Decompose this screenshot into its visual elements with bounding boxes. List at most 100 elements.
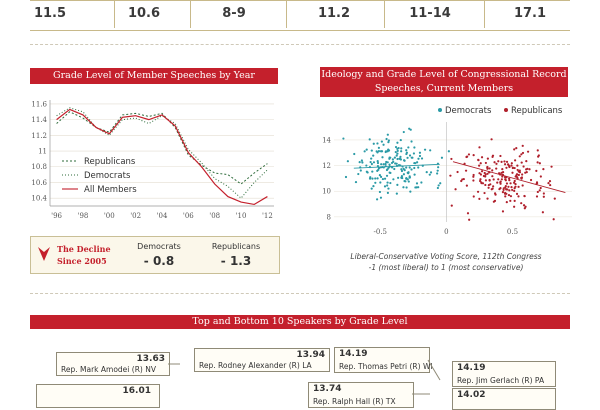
- scatter-point: [397, 176, 400, 179]
- scatter-point: [370, 149, 373, 152]
- scatter-point: [361, 161, 364, 164]
- scatter-point: [467, 153, 471, 156]
- section-divider-1: [30, 44, 570, 45]
- scatter-point: [376, 161, 380, 165]
- scatter-point: [491, 155, 494, 159]
- speaker-value: 14.02: [457, 390, 486, 400]
- scatter-point: [478, 146, 481, 149]
- scatter-point: [508, 179, 511, 182]
- scatter-point: [387, 139, 390, 142]
- decline-rep-value: - 1.3: [220, 254, 252, 268]
- scatter-point: [375, 150, 378, 153]
- decline-rep-label: Republicans: [211, 242, 261, 251]
- scatter-point: [538, 189, 541, 192]
- y-tick-label: 10.6: [31, 179, 47, 187]
- scatter-point: [418, 151, 422, 154]
- scatter-point: [524, 171, 527, 174]
- scatter-point: [379, 181, 382, 184]
- scatter-point: [466, 212, 470, 215]
- scatter-point: [460, 179, 463, 183]
- trend-line-republicans: [452, 161, 566, 193]
- scatter-point: [542, 192, 545, 195]
- scatter-point: [393, 156, 396, 159]
- scatter-point: [465, 184, 468, 187]
- scatter-point: [464, 169, 468, 172]
- scatter-point: [387, 166, 390, 169]
- scatter-point: [415, 182, 419, 185]
- scatter-point: [500, 171, 503, 174]
- scatter-point: [542, 168, 545, 171]
- scatter-point: [428, 173, 431, 176]
- scatter-point: [509, 199, 512, 202]
- scatter-point: [513, 189, 516, 192]
- scatter-point: [535, 169, 538, 172]
- scatter-point: [437, 184, 440, 187]
- scatter-point: [377, 146, 380, 149]
- scatter-point: [521, 184, 524, 187]
- scatter-point: [484, 183, 487, 187]
- scatter-point: [391, 158, 394, 161]
- scatter-point: [547, 182, 550, 185]
- scatter-point: [481, 182, 485, 185]
- scatter-point: [480, 156, 484, 159]
- scatter-point: [371, 170, 374, 173]
- scatter-point: [414, 186, 417, 189]
- x-tick-label: '06: [183, 212, 194, 220]
- x-tick-label: '00: [104, 212, 115, 220]
- speaker-value: 14.19: [457, 363, 486, 373]
- x-tick-label: 0.5: [507, 228, 518, 236]
- scatter-point: [520, 153, 523, 156]
- scatter-point: [369, 160, 372, 164]
- scatter-point: [487, 184, 490, 187]
- scatter-point: [478, 197, 481, 200]
- scatter-point: [521, 144, 524, 147]
- scatter-point: [495, 162, 498, 165]
- scatter-point: [542, 195, 545, 198]
- scatter-point: [521, 151, 525, 155]
- top-divider-2: [190, 0, 191, 28]
- x-tick-label: '10: [236, 212, 247, 220]
- scatter-point: [402, 186, 405, 189]
- scatter-point: [407, 172, 410, 175]
- scatter-point: [472, 173, 475, 177]
- scatter-point: [377, 167, 381, 170]
- scatter-point: [522, 165, 525, 168]
- scatter-point: [396, 157, 399, 161]
- scatter-point: [499, 180, 502, 183]
- scatter-point: [513, 205, 516, 208]
- scatter-point: [389, 181, 392, 185]
- scatter-point: [439, 182, 442, 185]
- speaker-card-1: 13.63 Rep. Mark Amodei (R) NV: [56, 352, 170, 376]
- scatter-point: [420, 157, 424, 160]
- scatter-point: [468, 218, 471, 221]
- scatter-point: [388, 163, 391, 166]
- scatter-point: [417, 186, 420, 189]
- scatter-point: [376, 159, 379, 163]
- scatter-point: [479, 173, 483, 176]
- y-tick-label: 10.4: [31, 195, 47, 203]
- scatter-point: [402, 130, 405, 134]
- y-tick-label: 10.8: [31, 163, 47, 171]
- speaker-value: 14.19: [339, 349, 368, 359]
- scatter-point: [549, 183, 552, 187]
- scatter-point: [499, 154, 502, 158]
- legend-label: Republicans: [511, 106, 563, 116]
- scatter-point: [394, 145, 398, 149]
- scatter-point: [408, 166, 411, 169]
- scatter-point: [372, 142, 375, 145]
- decline-title-line1: The Decline: [57, 244, 111, 254]
- y-tick-label: 8: [327, 213, 331, 221]
- scatter-point: [382, 143, 385, 146]
- scatter-point: [526, 167, 529, 170]
- top-value-5: 11-14: [409, 6, 451, 21]
- legend-marker: [438, 108, 442, 112]
- scatter-point: [399, 158, 402, 161]
- scatter-point: [505, 188, 508, 191]
- scatter-point: [535, 195, 539, 198]
- scatter-point: [478, 172, 481, 175]
- scatter-point: [402, 167, 405, 170]
- scatter-point: [518, 155, 521, 158]
- scatter-xlabel: Liberal-Conservative Voting Score, 112th…: [350, 252, 542, 261]
- scatter-point: [505, 182, 509, 185]
- scatter-point: [342, 137, 345, 140]
